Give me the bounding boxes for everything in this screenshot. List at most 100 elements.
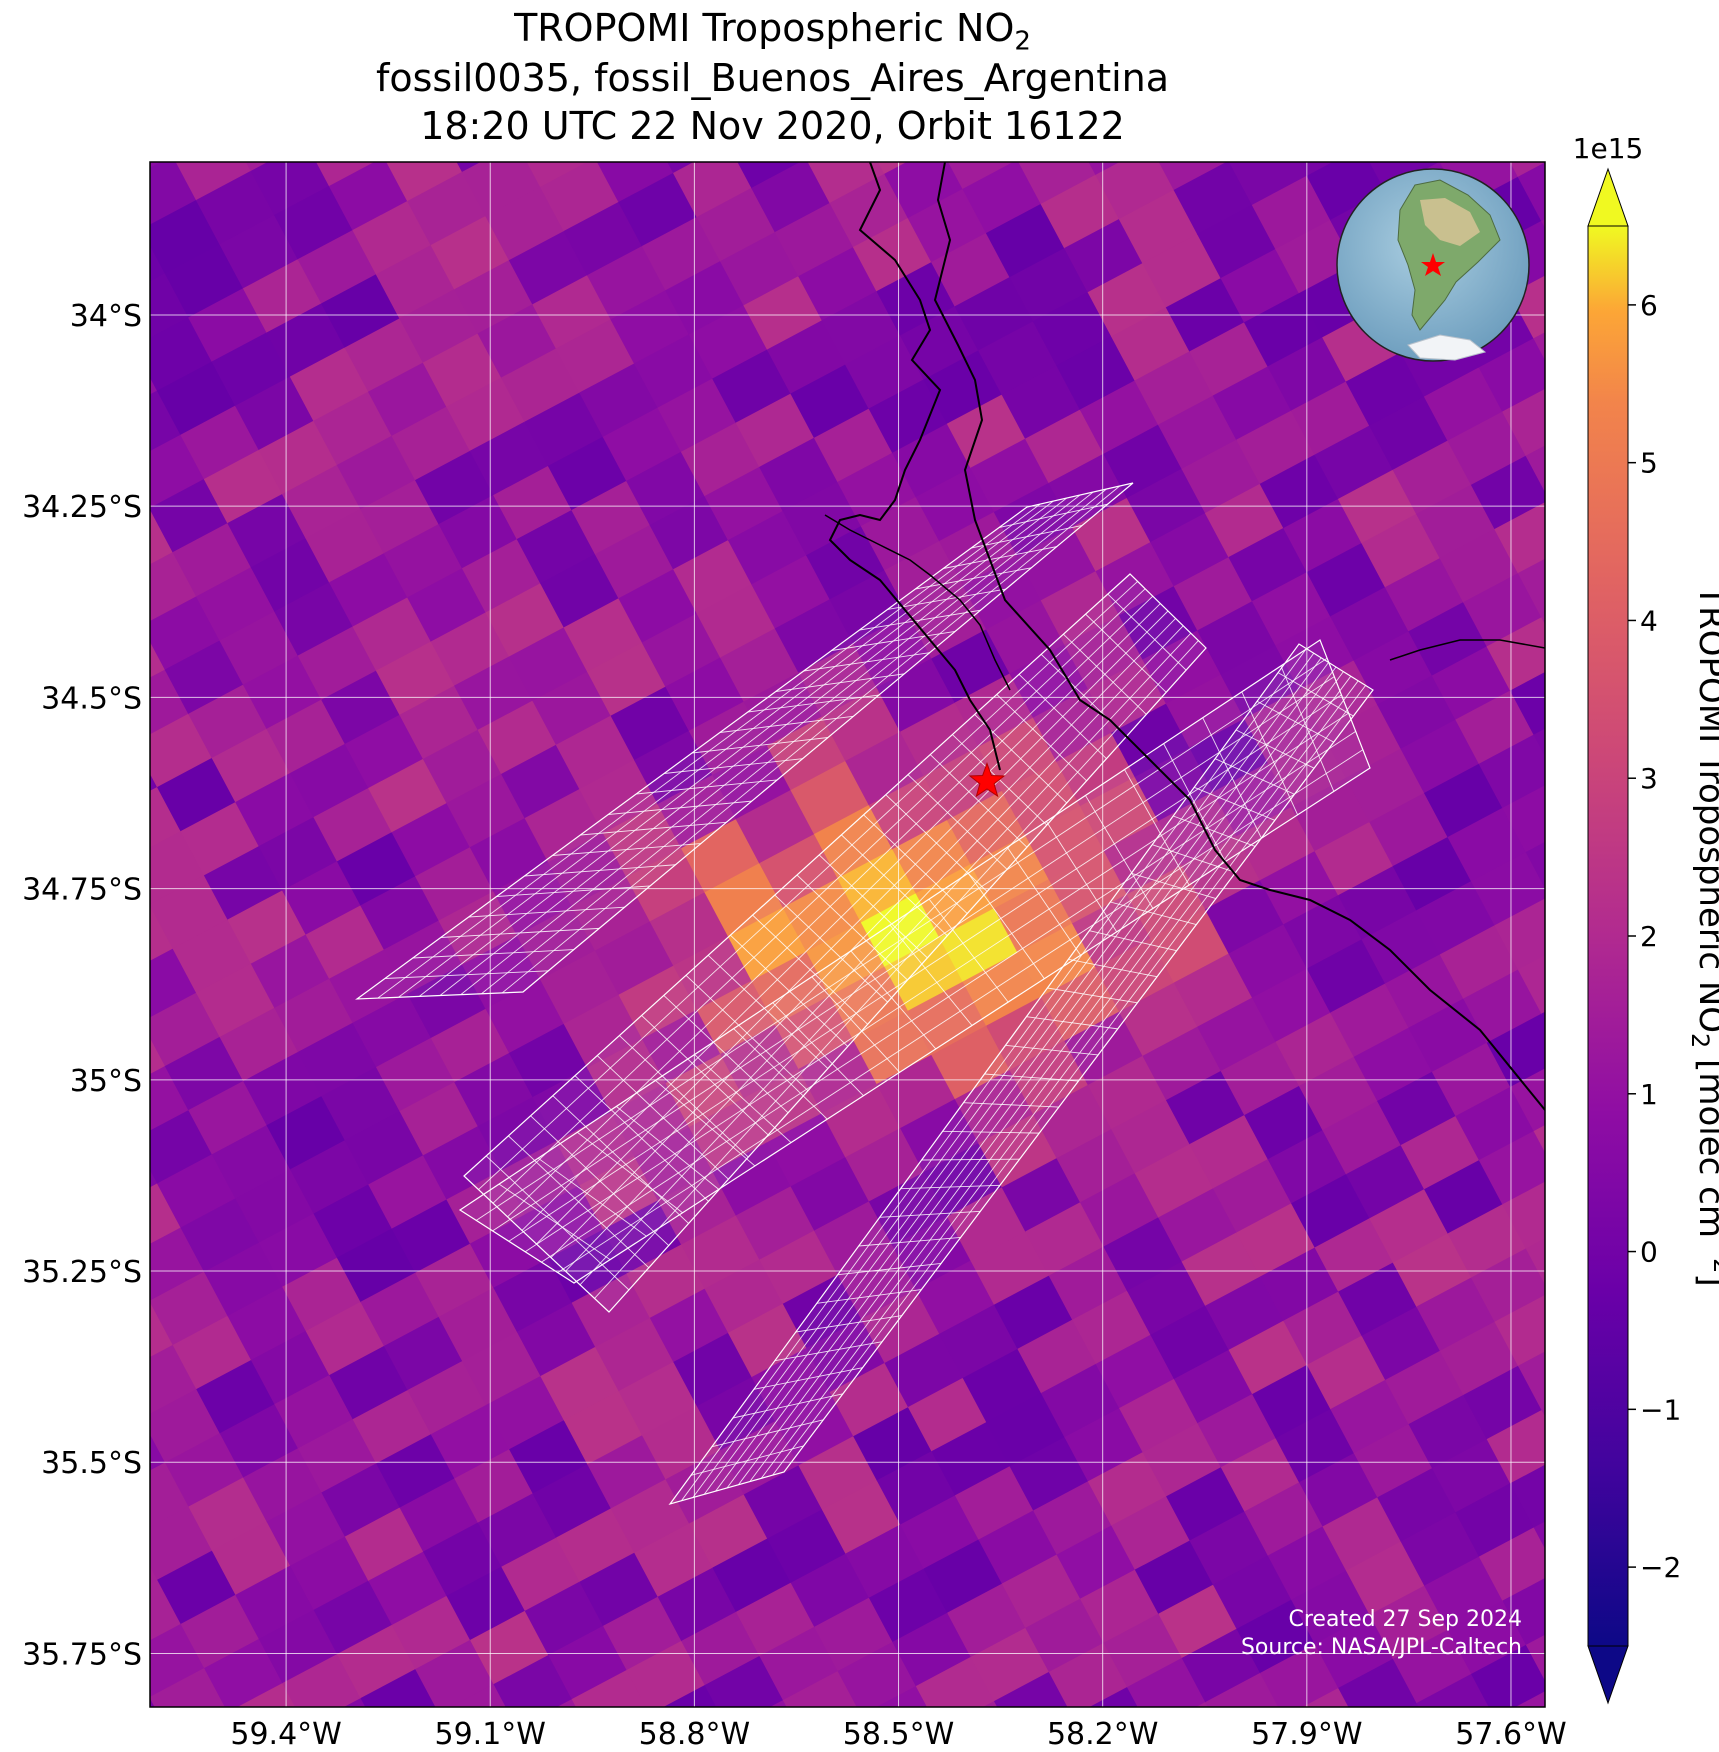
no2-pixel bbox=[150, 713, 214, 789]
no2-pixel bbox=[641, 1009, 722, 1084]
no2-pixel bbox=[516, 906, 597, 981]
no2-pixel bbox=[150, 1579, 182, 1655]
no2-pixel bbox=[618, 1361, 699, 1437]
swath-line bbox=[492, 676, 1335, 1232]
no2-pixel bbox=[258, 1609, 339, 1685]
no2-pixel bbox=[274, 978, 354, 1053]
no2-pixel bbox=[892, 1612, 972, 1688]
no2-pixel bbox=[876, 658, 957, 733]
no2-pixel bbox=[1204, 879, 1285, 955]
no2-pixel bbox=[1158, 1187, 1238, 1263]
no2-pixel bbox=[688, 1494, 769, 1569]
no2-pixel bbox=[782, 1670, 863, 1707]
colorbar-ticks: 6 5 4 3 2 1 0 −1 −2 bbox=[1628, 289, 1681, 1584]
colorbar: 6 5 4 3 2 1 0 −1 −2 1e15 TROPOMI Tropospheric NO… bbox=[1573, 132, 1719, 1705]
no2-pixel bbox=[727, 1303, 808, 1378]
no2-pixel bbox=[563, 201, 644, 277]
no2-pixel bbox=[1509, 264, 1545, 340]
no2-pixel bbox=[1330, 586, 1410, 662]
no2-pixel bbox=[180, 1594, 261, 1670]
no2-pixel bbox=[673, 1332, 753, 1408]
no2-pixel bbox=[150, 162, 198, 231]
no2-pixel bbox=[1502, 1571, 1545, 1646]
no2-pixel bbox=[328, 552, 409, 628]
no2-pixel bbox=[55, 1095, 135, 1170]
no2-pixel bbox=[321, 273, 401, 349]
no2-pixel bbox=[704, 70, 784, 145]
no2-pixel bbox=[150, 830, 206, 906]
no2-pixel bbox=[1025, 1201, 1105, 1277]
no2-pixel bbox=[1111, 1099, 1191, 1175]
no2-pixel bbox=[782, 85, 862, 160]
lon-tick-label: 58.2°W bbox=[1047, 1717, 1158, 1752]
no2-pixel bbox=[1369, 792, 1449, 868]
no2-pixel bbox=[150, 507, 174, 583]
no2-pixel bbox=[1205, 1276, 1285, 1351]
no2-pixel bbox=[422, 1125, 503, 1201]
colorbar-extend-min bbox=[1587, 1645, 1629, 1705]
no2-pixel bbox=[727, 510, 808, 586]
no2-pixel bbox=[150, 317, 213, 392]
swath-line bbox=[576, 1131, 683, 1214]
lat-tick-label: 34.5°S bbox=[41, 681, 142, 716]
plot-title-line2: fossil0035, fossil_Buenos_Aires_Argentin… bbox=[375, 56, 1170, 100]
swath-line bbox=[594, 640, 1199, 1299]
no2-pixel bbox=[469, 817, 550, 893]
no2-pixel bbox=[845, 1524, 925, 1599]
no2-pixel bbox=[399, 685, 479, 760]
no2-pixel bbox=[282, 1653, 362, 1707]
no2-pixel bbox=[571, 480, 651, 556]
no2-pixel bbox=[1392, 440, 1473, 515]
no2-pixel bbox=[242, 655, 323, 730]
no2-pixel bbox=[1385, 1747, 1465, 1752]
no2-pixel bbox=[1103, 1613, 1184, 1688]
no2-pixel bbox=[696, 980, 777, 1055]
no2-pixel bbox=[915, 1656, 996, 1707]
swath-line bbox=[398, 500, 1054, 998]
no2-pixel bbox=[610, 1478, 691, 1554]
no2-pixel bbox=[1189, 1511, 1270, 1586]
no2-pixel bbox=[1173, 162, 1254, 236]
no2-pixel bbox=[704, 862, 785, 938]
no2-pixel bbox=[282, 860, 362, 936]
no2-pixel bbox=[150, 199, 221, 275]
no2-pixel bbox=[1314, 425, 1394, 500]
no2-pixel bbox=[360, 875, 440, 951]
no2-pixel bbox=[970, 1627, 1051, 1703]
no2-pixel bbox=[1220, 645, 1301, 720]
no2-pixel bbox=[985, 599, 1066, 675]
no2-pixel bbox=[150, 669, 190, 744]
no2-pixel bbox=[1009, 1040, 1090, 1116]
no2-pixel bbox=[892, 1216, 972, 1291]
no2-pixel bbox=[150, 1506, 214, 1581]
no2-pixel bbox=[829, 569, 910, 645]
no2-pixel bbox=[1205, 1672, 1285, 1707]
no2-pixel bbox=[1290, 777, 1371, 853]
no2-pixel bbox=[665, 1449, 746, 1525]
no2-pixel bbox=[931, 1025, 1011, 1100]
swath-line bbox=[476, 657, 1328, 1221]
no2-pixel bbox=[454, 259, 534, 335]
no2-pixel bbox=[907, 981, 988, 1056]
no2-pixel bbox=[798, 1039, 878, 1115]
no2-pixel bbox=[563, 994, 644, 1069]
no2-pixel bbox=[1424, 1556, 1504, 1631]
no2-pixel bbox=[164, 1432, 245, 1508]
no2-pixel bbox=[1142, 630, 1222, 705]
no2-pixel bbox=[829, 1362, 910, 1438]
no2-pixel bbox=[63, 1374, 143, 1449]
no2-pixel bbox=[586, 245, 667, 321]
no2-pixel bbox=[743, 1068, 824, 1144]
no2-pixel bbox=[751, 554, 831, 630]
no2-pixel bbox=[360, 1272, 440, 1347]
no2-pixel bbox=[461, 935, 542, 1010]
no2-pixel bbox=[1064, 1011, 1144, 1086]
no2-pixel bbox=[1095, 938, 1176, 1013]
no2-pixel bbox=[289, 347, 370, 422]
no2-pixel bbox=[407, 1360, 487, 1436]
no2-pixel bbox=[712, 349, 792, 424]
no2-pixel bbox=[1071, 497, 1152, 573]
no2-pixel bbox=[118, 1741, 198, 1752]
no2-pixel bbox=[1142, 1422, 1223, 1498]
no2-pixel bbox=[493, 465, 573, 541]
